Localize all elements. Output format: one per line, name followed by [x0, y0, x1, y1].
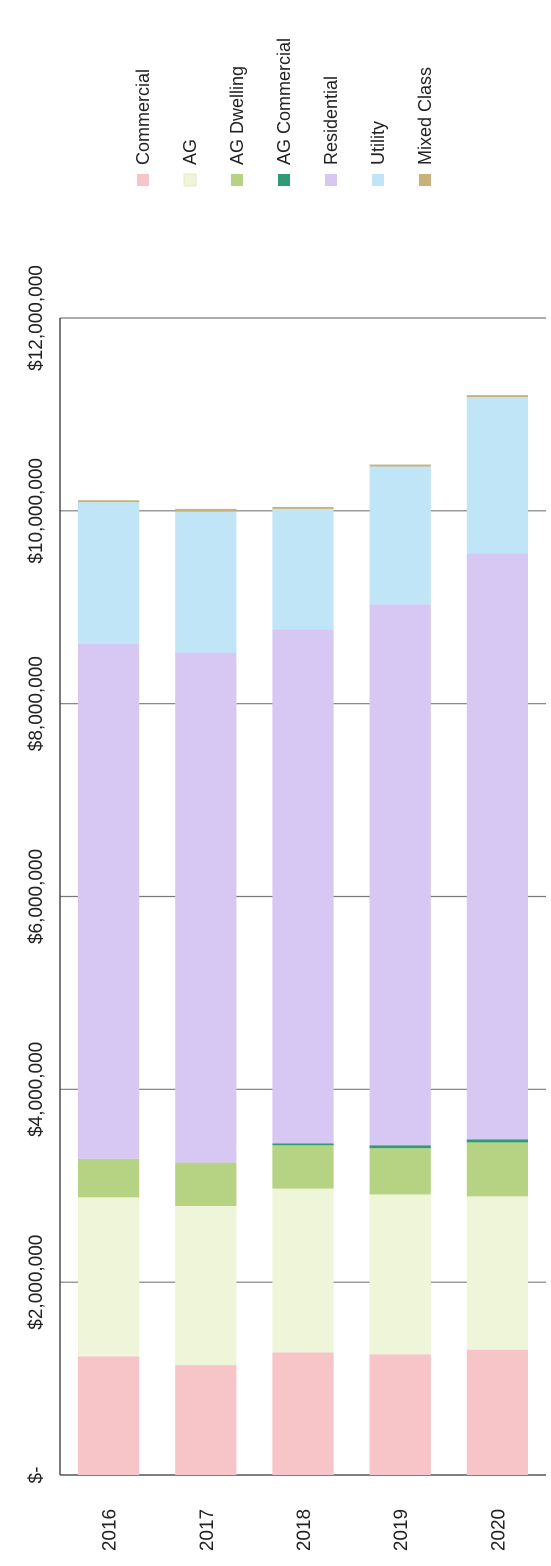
bar-segment-2018-ag-dwelling: [272, 1145, 334, 1189]
bar-segment-2020-ag-dwelling: [466, 1142, 529, 1197]
bar-segment-2017-ag-dwelling: [175, 1162, 237, 1206]
bar-segment-2016-residential: [77, 643, 140, 1159]
bar-segment-2019-ag-dwelling: [369, 1148, 431, 1195]
bar-segment-2019-mixed-class: [369, 464, 431, 467]
legend-label-utility: Utility: [368, 121, 388, 165]
bar-segment-2016-mixed-class: [77, 500, 140, 503]
value-tick-label: $4,000,000: [26, 1042, 47, 1137]
bar-segment-2018-residential: [272, 629, 334, 1144]
bar-segment-2020-ag-commercial: [466, 1139, 529, 1143]
bar-segment-2020-utility: [466, 397, 529, 554]
value-tick-label: $2,000,000: [26, 1235, 47, 1330]
value-tick-label: $8,000,000: [26, 656, 47, 751]
bar-segment-2017-residential: [175, 652, 237, 1163]
legend-label-commercial: Commercial: [133, 69, 153, 165]
category-label-2018: 2018: [294, 1509, 315, 1551]
bar-segment-2016-commercial: [77, 1356, 140, 1475]
bar-segment-2019-ag: [369, 1194, 431, 1355]
value-tick-label: $-: [26, 1467, 47, 1484]
bar-segment-2017-ag: [175, 1205, 237, 1366]
category-label-2016: 2016: [100, 1509, 121, 1551]
bar-segment-2018-utility: [272, 508, 334, 630]
category-axis: 2016 2017 2018 2019 2020: [100, 1509, 510, 1551]
bar-segment-2016-ag-dwelling: [77, 1158, 140, 1198]
value-tick-label: $6,000,000: [26, 849, 47, 944]
bar-segment-2018-ag: [272, 1188, 334, 1353]
legend-label-residential: Residential: [321, 76, 341, 165]
category-label-2019: 2019: [391, 1509, 412, 1551]
legend-swatch-residential: [325, 174, 337, 186]
bar-segment-2019-utility: [369, 466, 431, 605]
bar-segment-2017-mixed-class: [175, 508, 237, 512]
bar-segment-2020-residential: [466, 553, 529, 1140]
legend-label-ag-commercial: AG Commercial: [274, 38, 294, 165]
bar-segment-2019-ag-commercial: [369, 1145, 431, 1149]
value-tick-label: $10,000,000: [26, 458, 47, 564]
legend-swatch-ag: [183, 173, 197, 187]
legend-label-mixed-class: Mixed Class: [415, 67, 435, 165]
category-label-2020: 2020: [488, 1509, 509, 1551]
bar-segment-2020-commercial: [466, 1349, 529, 1475]
bar-segment-2019-residential: [369, 604, 431, 1146]
bar-segment-2018-ag-commercial: [272, 1143, 334, 1146]
bar-segment-2016-ag: [77, 1197, 140, 1357]
bar-segment-2016-utility: [77, 502, 140, 644]
legend: Commercial AG AG Dwelling AG Commercial Resi…: [133, 38, 435, 187]
bar-segment-2020-ag: [466, 1196, 529, 1350]
bar-segment-2019-commercial: [369, 1354, 431, 1475]
legend-label-ag-dwelling: AG Dwelling: [227, 66, 247, 165]
legend-swatch-utility: [372, 174, 384, 186]
legend-label-ag: AG: [180, 139, 200, 165]
legend-swatch-mixed-class: [419, 174, 431, 186]
bar-segment-2018-mixed-class: [272, 506, 334, 509]
value-axis: $- $2,000,000 $4,000,000 $6,000,000 $8,000,0…: [26, 265, 61, 1484]
legend-swatch-ag-dwelling: [231, 174, 243, 186]
value-tick-label: $12,000,000: [26, 265, 47, 371]
bar-segment-2017-commercial: [175, 1365, 237, 1475]
bar-segment-2017-utility: [175, 511, 237, 653]
category-label-2017: 2017: [197, 1509, 218, 1551]
legend-swatch-commercial: [137, 174, 149, 186]
bar-segment-2020-mixed-class: [466, 395, 529, 398]
legend-swatch-ag-commercial: [278, 174, 290, 186]
bar-segment-2018-commercial: [272, 1352, 334, 1475]
bars: [77, 395, 529, 1475]
